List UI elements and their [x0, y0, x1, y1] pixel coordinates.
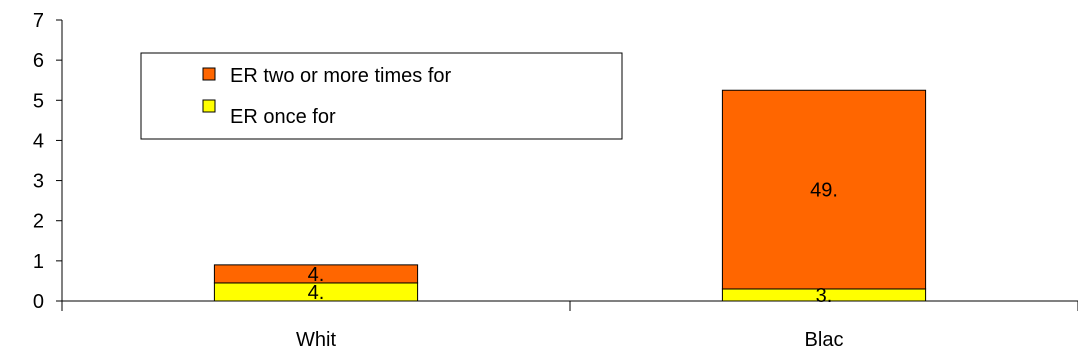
x-axis: Whit Blac	[61, 300, 1078, 351]
legend-swatch-once	[202, 99, 216, 113]
y-tick-label-6: 6	[33, 50, 44, 72]
legend-swatch-repeat	[202, 67, 216, 81]
y-tick-label-2: 2	[33, 211, 44, 233]
bar-segment-0-1	[213, 264, 419, 284]
legend-box	[140, 52, 623, 140]
data-labels: 4.4. 3. 49.	[308, 180, 838, 307]
data-label-0-1: 4.	[308, 264, 325, 286]
bars	[213, 89, 927, 302]
y-axis: 0 1 2 3 4 5 6 7	[33, 10, 63, 313]
legend-label-once: ER once for	[230, 106, 336, 128]
data-label-1-1: 49.	[810, 180, 838, 202]
y-tick-label-4: 4	[33, 130, 44, 152]
y-tick-label-3: 3	[33, 171, 44, 193]
y-tick-label-5: 5	[33, 90, 44, 112]
data-label-1-0: 3.	[816, 285, 833, 307]
x-tick-label-1: Blac	[805, 329, 844, 351]
data-label-0-0: 4.	[308, 282, 325, 304]
legend-label-repeat: ER two or more times for	[230, 65, 452, 87]
bar-segment-1-1	[721, 89, 927, 290]
y-tick-label-7: 7	[33, 10, 44, 32]
y-tick-label-0: 0	[33, 291, 44, 313]
legend: ER two or more times for ER once for	[140, 52, 623, 140]
y-tick-label-1: 1	[33, 251, 44, 273]
x-tick-label-0: Whit	[296, 329, 336, 351]
